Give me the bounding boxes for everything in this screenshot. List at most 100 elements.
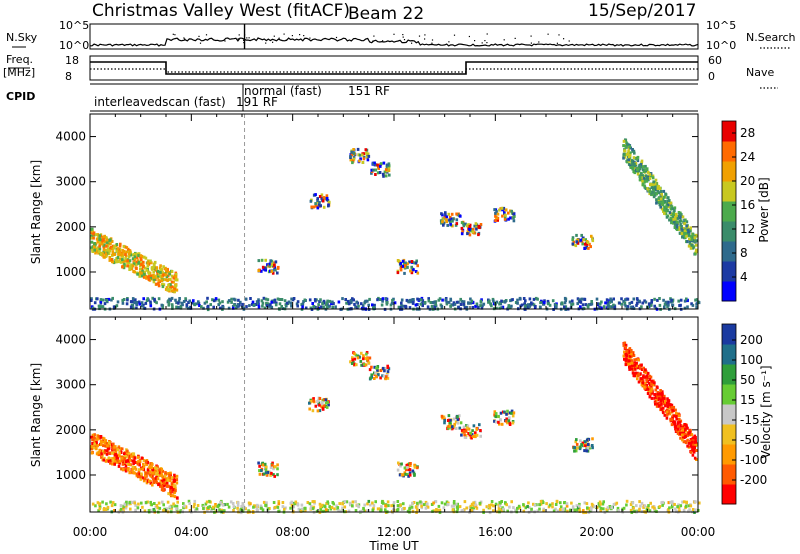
data-cell [232, 505, 236, 509]
data-cell [657, 402, 661, 405]
data-cell [449, 418, 452, 422]
data-cell [109, 500, 112, 504]
data-cell [103, 441, 107, 445]
data-cell [622, 144, 625, 148]
data-cell [411, 469, 415, 473]
time-tick-label: 12:00 [377, 525, 412, 539]
data-cell [384, 168, 388, 172]
data-cell [309, 199, 313, 203]
data-cell [202, 507, 205, 510]
data-cell [325, 306, 329, 310]
data-cell [644, 368, 647, 372]
data-cell [152, 265, 155, 269]
data-cell [636, 172, 640, 176]
data-cell [308, 298, 312, 302]
data-cell [177, 299, 181, 303]
data-cell [503, 410, 506, 414]
data-cell [162, 509, 165, 512]
data-cell [458, 505, 462, 509]
data-cell [160, 472, 163, 476]
data-cell [500, 509, 504, 513]
data-cell [645, 179, 649, 183]
data-cell [106, 247, 110, 251]
data-cell [374, 168, 378, 172]
data-cell [527, 501, 530, 505]
data-cell [670, 221, 673, 224]
data-cell [90, 236, 93, 240]
data-cell [675, 225, 679, 229]
data-cell [170, 296, 174, 300]
data-cell [326, 401, 329, 404]
data-cell [327, 204, 330, 208]
data-cell [137, 470, 141, 474]
data-cell [160, 267, 163, 271]
data-cell [640, 363, 643, 367]
data-cell [146, 264, 150, 268]
data-cell [105, 238, 109, 242]
data-cell [637, 358, 640, 362]
data-cell [460, 428, 464, 432]
data-cell [485, 505, 489, 509]
data-cell [100, 455, 103, 459]
data-cell [546, 299, 550, 303]
data-cell [316, 400, 319, 403]
data-cell [90, 451, 94, 455]
colorbar-segment [722, 281, 736, 302]
data-cell [155, 467, 158, 471]
data-cell [135, 306, 138, 310]
data-cell [490, 500, 494, 503]
data-cell [223, 509, 226, 513]
data-cell [507, 217, 510, 221]
nsearch-point [237, 38, 239, 40]
data-cell [463, 428, 466, 432]
data-cell [668, 211, 672, 215]
data-cell [440, 414, 444, 418]
data-cell [672, 211, 675, 215]
colorbar-segment [722, 261, 736, 282]
data-cell [115, 259, 118, 263]
data-cell [370, 365, 373, 369]
data-cell [493, 208, 496, 212]
data-cell [661, 203, 665, 207]
data-cell [116, 459, 120, 463]
beam-title: Beam 22 [348, 4, 424, 24]
data-cell [397, 305, 401, 309]
data-cell [541, 501, 545, 505]
data-cell [663, 208, 666, 212]
data-cell [387, 164, 391, 168]
data-cell [691, 508, 695, 511]
data-cell [397, 461, 400, 465]
data-cell [580, 443, 583, 447]
data-cell [459, 421, 463, 425]
data-cell [467, 427, 471, 431]
data-cell [617, 509, 620, 513]
data-cell [671, 500, 674, 504]
data-cell [274, 260, 278, 264]
data-cell [214, 508, 218, 512]
data-cell [646, 387, 650, 391]
data-cell [325, 405, 329, 409]
data-cell [153, 266, 157, 270]
data-cell [495, 306, 498, 310]
data-cell [640, 368, 644, 371]
data-cell [97, 509, 100, 513]
data-cell [118, 459, 122, 463]
data-cell [387, 169, 391, 172]
data-cell [93, 444, 97, 448]
data-cell [381, 374, 384, 378]
data-cell [658, 187, 662, 190]
data-cell [631, 501, 635, 505]
data-cell [677, 211, 681, 214]
data-cell [221, 503, 225, 507]
data-cell [263, 266, 267, 270]
data-cell [684, 504, 688, 508]
data-cell [661, 500, 664, 504]
data-cell [682, 500, 686, 504]
data-cell [187, 499, 191, 503]
data-cell [115, 243, 119, 246]
data-cell [124, 253, 127, 257]
data-cell [255, 509, 259, 513]
data-cell [162, 273, 165, 277]
data-cell [169, 489, 172, 493]
data-cell [464, 429, 468, 433]
